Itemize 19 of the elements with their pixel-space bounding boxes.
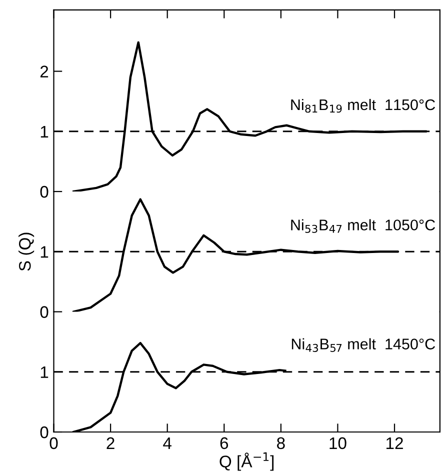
- x-tick-label: 4: [163, 437, 172, 449]
- y-tick-label: 1: [40, 246, 48, 258]
- y-tick-label: 1: [40, 366, 48, 378]
- series-label: Ni$_{43}$B$_{57}$ melt 1450°C: [292, 338, 436, 352]
- x-tick-label: 6: [220, 437, 228, 450]
- y-tick-label: 1: [40, 126, 48, 138]
- x-tick-label: 8: [277, 437, 285, 450]
- y-tick-label: 0: [40, 426, 48, 438]
- x-tick-label: 2: [106, 437, 114, 449]
- x-tick-label: 0: [50, 437, 58, 450]
- x-axis-title: Q [Å$^{−1}$]: [220, 452, 274, 471]
- series-label: Ni$_{53}$B$_{47}$ melt 1050°C: [291, 219, 436, 233]
- y-tick-label: 2: [40, 66, 48, 78]
- series-label: Ni$_{81}$B$_{19}$ melt 1150°C: [291, 98, 436, 113]
- x-tick-label: 12: [386, 437, 403, 449]
- y-tick-label: 0: [40, 186, 48, 198]
- x-tick-label: 10: [330, 437, 346, 450]
- y-tick-label: 0: [40, 306, 48, 318]
- y-axis-title: S (Q): [18, 232, 34, 271]
